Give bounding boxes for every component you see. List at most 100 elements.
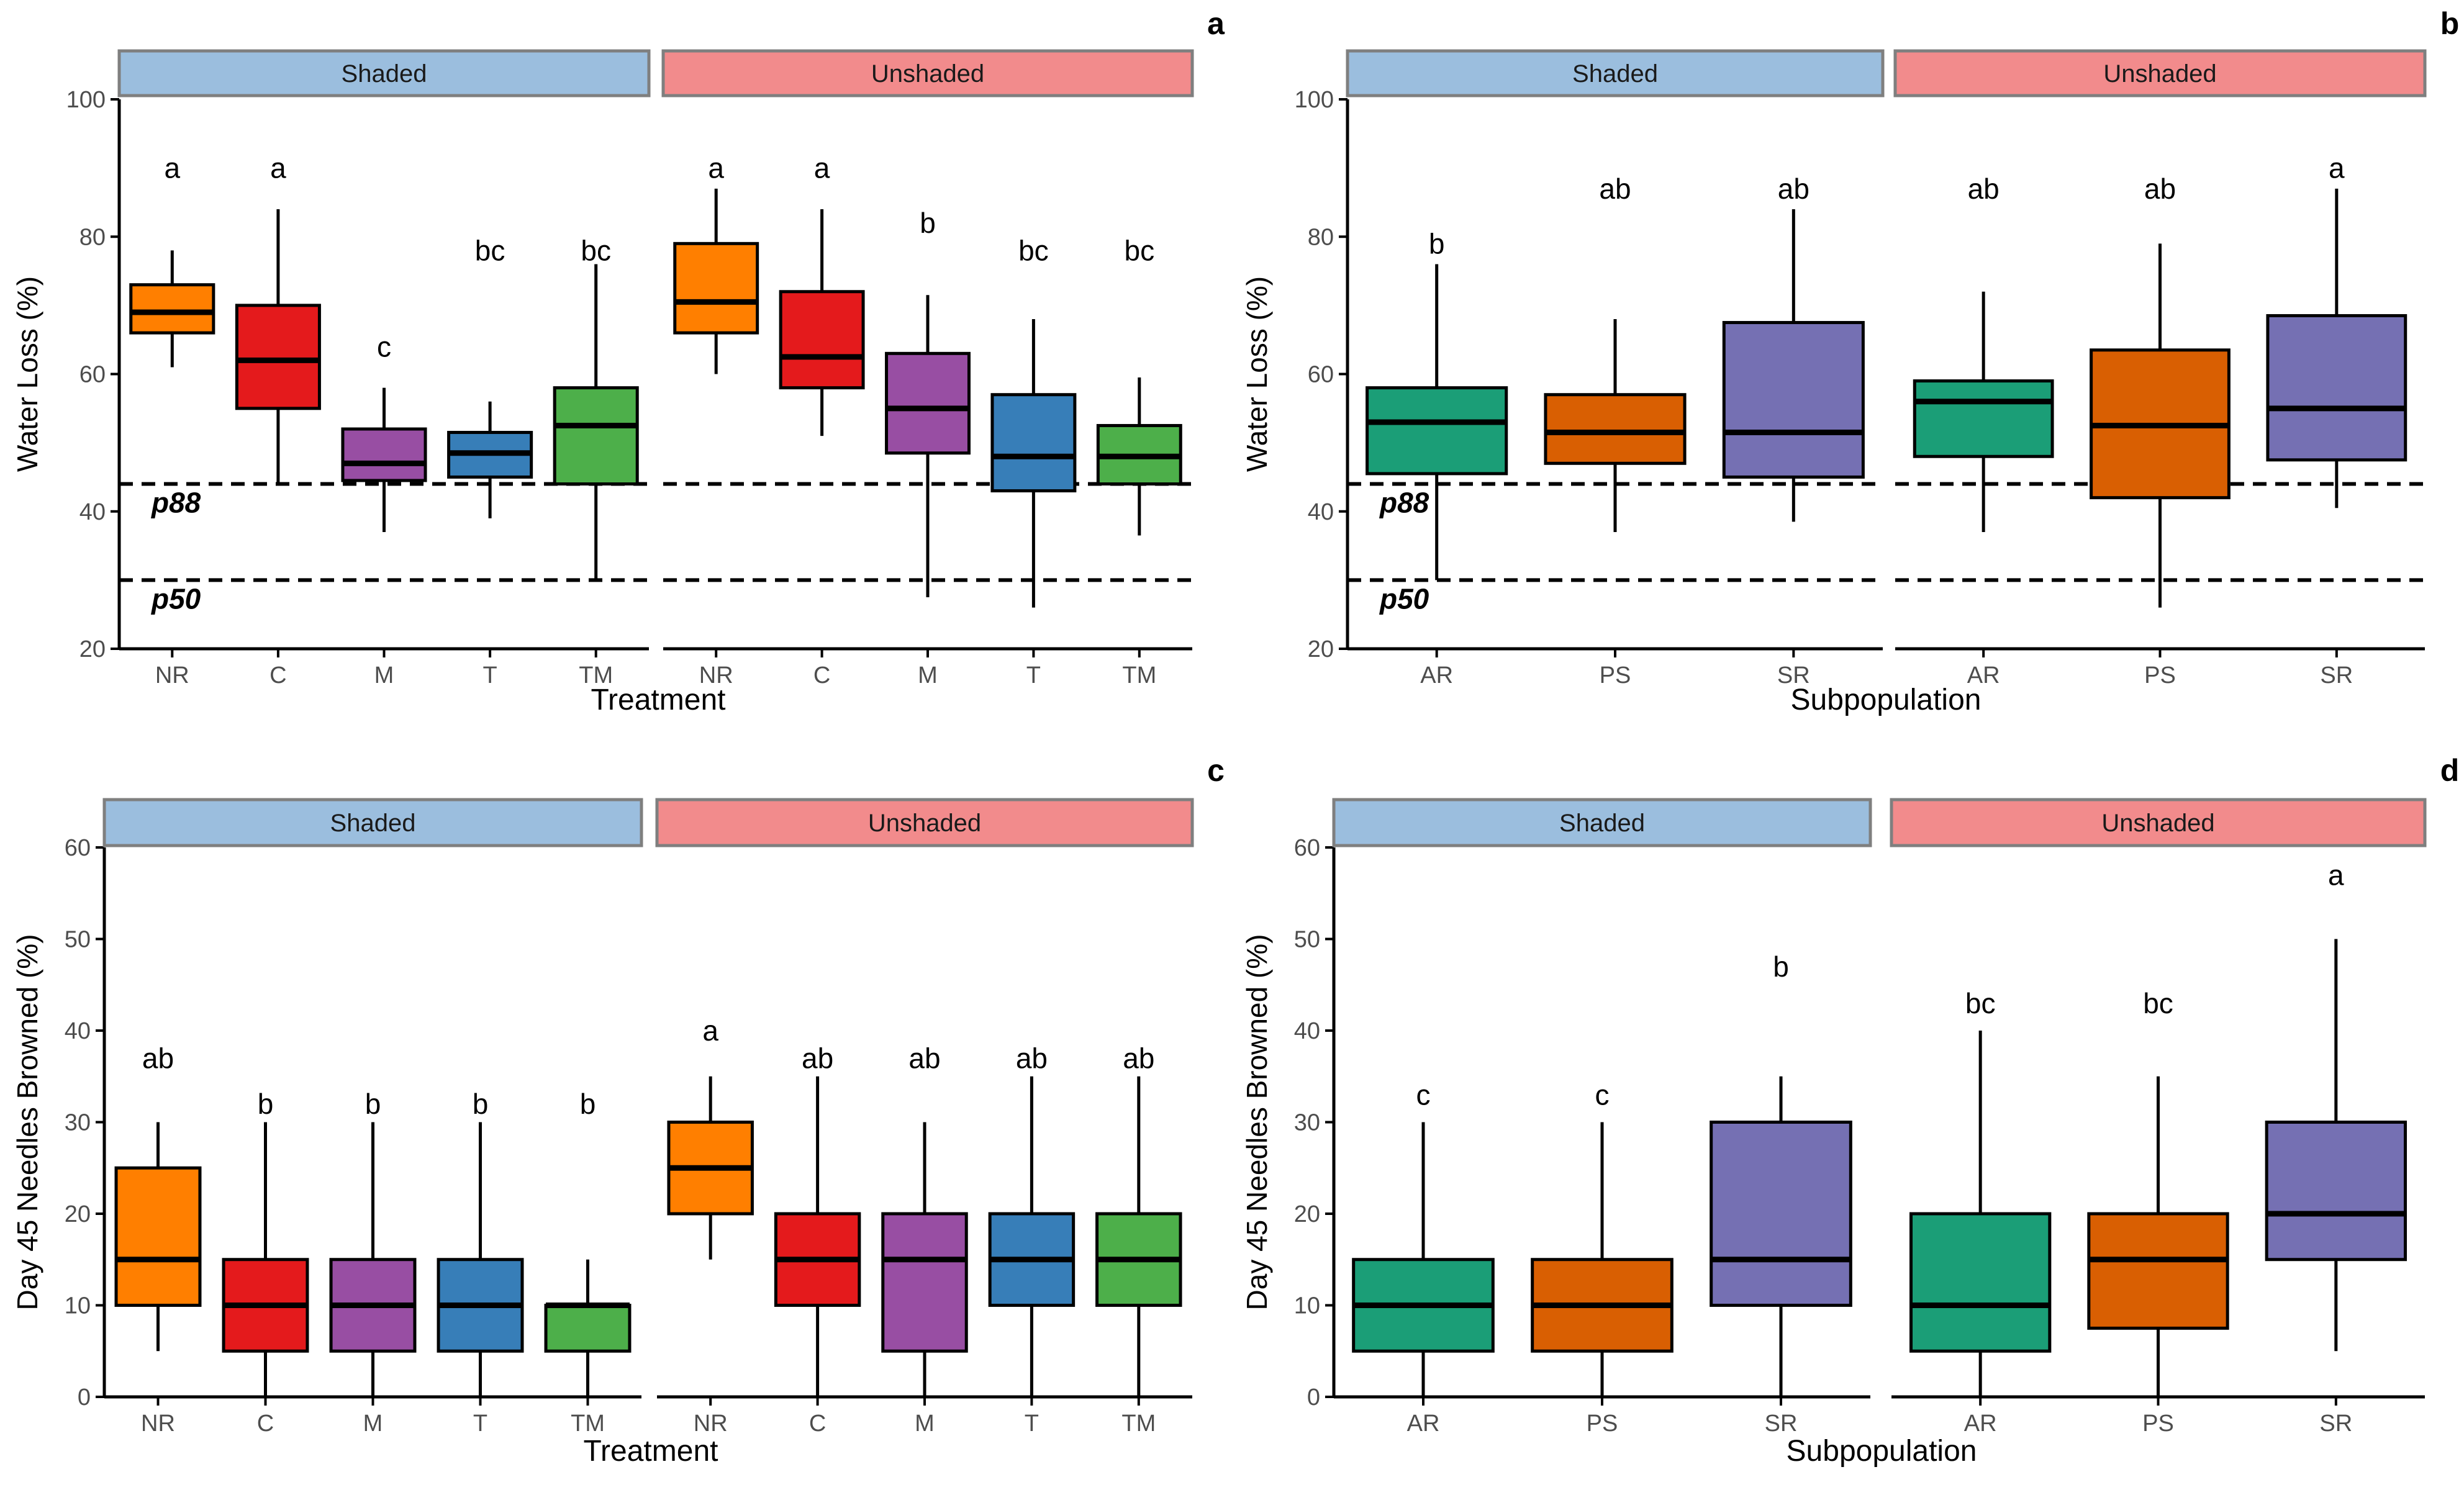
significance-letter: a bbox=[708, 152, 724, 184]
box-body bbox=[1909, 1212, 2052, 1353]
facet-strip-label: Unshaded bbox=[2101, 810, 2214, 837]
x-tick-label: T bbox=[1026, 662, 1041, 689]
significance-letter: a bbox=[2328, 859, 2344, 891]
box-t: Tb bbox=[437, 1088, 524, 1437]
box-body bbox=[779, 290, 865, 390]
facet-strip bbox=[661, 49, 1194, 97]
significance-letter: ab bbox=[1968, 173, 2000, 205]
box-tm: TM bc bbox=[1096, 234, 1182, 689]
significance-letter: bc bbox=[1125, 234, 1155, 266]
significance-letter: ab bbox=[1123, 1042, 1154, 1074]
box-ps: PS bc bbox=[2087, 987, 2229, 1437]
x-tick-label: NR bbox=[141, 1411, 175, 1437]
significance-letter: ab bbox=[802, 1042, 833, 1074]
significance-letter: ab bbox=[2144, 173, 2176, 205]
threshold-label-p88: p88 bbox=[150, 487, 201, 519]
significance-letter: c bbox=[377, 330, 391, 363]
threshold-label-p50: p50 bbox=[1379, 582, 1429, 615]
y-tick-label: 60 bbox=[79, 362, 106, 388]
facet-strip bbox=[1893, 49, 2427, 97]
box-tm: TM b bbox=[544, 1088, 632, 1437]
panel-tag: a bbox=[1207, 6, 1225, 41]
box-t: Tab bbox=[988, 1042, 1076, 1437]
box-sr: SR a bbox=[2265, 859, 2407, 1437]
x-axis-title: Treatment bbox=[591, 684, 726, 716]
x-tick-label: M bbox=[915, 1411, 935, 1437]
box-tm: TM ab bbox=[1095, 1042, 1182, 1437]
x-tick-label: NR bbox=[694, 1411, 728, 1437]
significance-letter: b bbox=[258, 1088, 274, 1120]
panel-d: d 0 10 20 30 40 50 60 Day 45 Needles Browned (%)… bbox=[1241, 753, 2459, 1468]
significance-letter: bc bbox=[2143, 987, 2173, 1019]
box-m: Mab bbox=[881, 1042, 968, 1437]
box-t: Tbc bbox=[447, 234, 533, 689]
significance-letter: a bbox=[165, 152, 181, 184]
box-m: Mc bbox=[341, 330, 427, 689]
box-body bbox=[1544, 393, 1687, 465]
facet-strip bbox=[117, 49, 651, 97]
box-ar: AR bc bbox=[1909, 987, 2052, 1437]
x-tick-label: AR bbox=[1964, 1411, 1997, 1437]
y-tick-label: 100 bbox=[66, 87, 106, 113]
significance-letter: bc bbox=[1018, 234, 1049, 266]
threshold-label-p50: p50 bbox=[150, 582, 201, 615]
y-tick-label: 30 bbox=[65, 1110, 91, 1136]
significance-letter: b bbox=[580, 1088, 596, 1120]
facet-strip-label: Shaded bbox=[330, 810, 416, 837]
x-tick-label: PS bbox=[2144, 662, 2176, 689]
y-axis-title: Day 45 Needles Browned (%) bbox=[1241, 934, 1273, 1311]
x-tick-label: AR bbox=[1420, 662, 1453, 689]
x-tick-label: T bbox=[1025, 1411, 1039, 1437]
panel-tag: d bbox=[2440, 753, 2460, 788]
y-tick-label: 40 bbox=[1308, 499, 1334, 525]
y-tick-label: 10 bbox=[1294, 1293, 1320, 1319]
box-ps: PS c bbox=[1531, 1078, 1674, 1437]
y-tick-label: 100 bbox=[1295, 87, 1334, 113]
y-tick-label: 0 bbox=[1307, 1384, 1320, 1411]
significance-letter: ab bbox=[1599, 173, 1631, 205]
significance-letter: c bbox=[1595, 1078, 1610, 1111]
significance-letter: ab bbox=[142, 1042, 174, 1074]
box-sr: SR a bbox=[2266, 152, 2407, 689]
box-body bbox=[885, 351, 971, 455]
box-body bbox=[673, 242, 759, 335]
x-tick-label: PS bbox=[2142, 1411, 2174, 1437]
significance-letter: c bbox=[1416, 1078, 1431, 1111]
y-tick-label: 60 bbox=[1294, 835, 1320, 861]
facet-unshaded: Unshaded AR bc PS bc SR a bbox=[1890, 798, 2427, 1437]
facet-strip-label: Shaded bbox=[342, 60, 427, 88]
box-body bbox=[129, 283, 215, 335]
y-tick-label: 60 bbox=[65, 835, 91, 861]
box-sr: SR b bbox=[1710, 950, 1852, 1437]
box-c: Ca bbox=[235, 152, 321, 689]
x-tick-label: PS bbox=[1587, 1411, 1618, 1437]
x-tick-label: NR bbox=[155, 662, 189, 689]
box-ar: AR c bbox=[1352, 1078, 1495, 1437]
box-body bbox=[553, 386, 639, 485]
y-axis-title: Water Loss (%) bbox=[1241, 276, 1273, 472]
significance-letter: b bbox=[920, 207, 936, 239]
x-tick-label: M bbox=[374, 662, 394, 689]
facet-strip-label: Unshaded bbox=[871, 60, 984, 88]
panel-a: a 20 40 60 80 100 Water Loss (%) Treatment Shade… bbox=[11, 6, 1225, 716]
significance-letter: a bbox=[702, 1014, 718, 1047]
significance-letter: b bbox=[473, 1088, 489, 1120]
box-body bbox=[990, 393, 1077, 493]
facet-strip bbox=[1346, 49, 1885, 97]
x-axis-title: Subpopulation bbox=[1791, 684, 1982, 716]
y-tick-label: 0 bbox=[78, 1384, 91, 1411]
facet-strip bbox=[102, 798, 643, 847]
y-tick-label: 40 bbox=[1294, 1018, 1320, 1044]
significance-letter: a bbox=[814, 152, 830, 184]
box-m: Mb bbox=[885, 207, 971, 689]
threshold-label-p88: p88 bbox=[1379, 487, 1429, 519]
y-tick-label: 10 bbox=[65, 1293, 91, 1319]
box-body bbox=[114, 1166, 202, 1307]
x-tick-label: T bbox=[482, 662, 497, 689]
